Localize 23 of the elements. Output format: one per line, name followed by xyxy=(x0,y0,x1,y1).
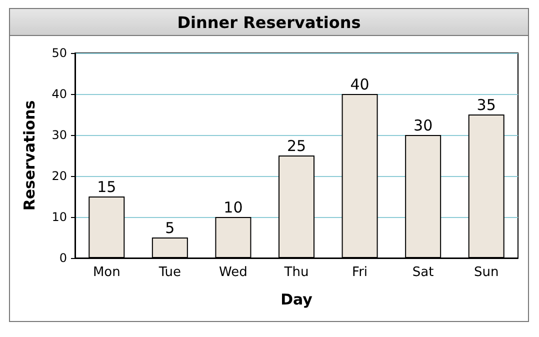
data-label: 30 xyxy=(414,116,433,134)
y-tick-label: 10 xyxy=(52,210,67,224)
y-tick-label: 0 xyxy=(59,251,67,265)
y-axis-title: Reservations xyxy=(20,100,38,211)
y-tick-label: 40 xyxy=(52,87,67,101)
x-tick-label: Sun xyxy=(474,265,499,280)
data-label: 40 xyxy=(350,76,370,94)
x-tick-label: Sat xyxy=(412,265,434,280)
y-tick-label: 30 xyxy=(52,128,67,142)
data-label: 10 xyxy=(224,198,243,216)
x-tick-label: Thu xyxy=(283,265,309,280)
x-tick-label: Wed xyxy=(219,265,248,280)
x-tick-label: Fri xyxy=(352,265,368,280)
y-tick-label: 50 xyxy=(52,46,67,60)
data-label: 35 xyxy=(476,96,496,114)
y-tick-label: 20 xyxy=(52,169,67,183)
data-label: 25 xyxy=(286,137,306,155)
x-tick-label: Mon xyxy=(92,265,120,280)
chart-title: Dinner Reservations xyxy=(177,12,361,32)
x-axis-title: Day xyxy=(280,290,313,308)
x-tick-label: Tue xyxy=(158,265,182,280)
data-label: 15 xyxy=(97,178,116,196)
data-label: 5 xyxy=(165,219,175,237)
